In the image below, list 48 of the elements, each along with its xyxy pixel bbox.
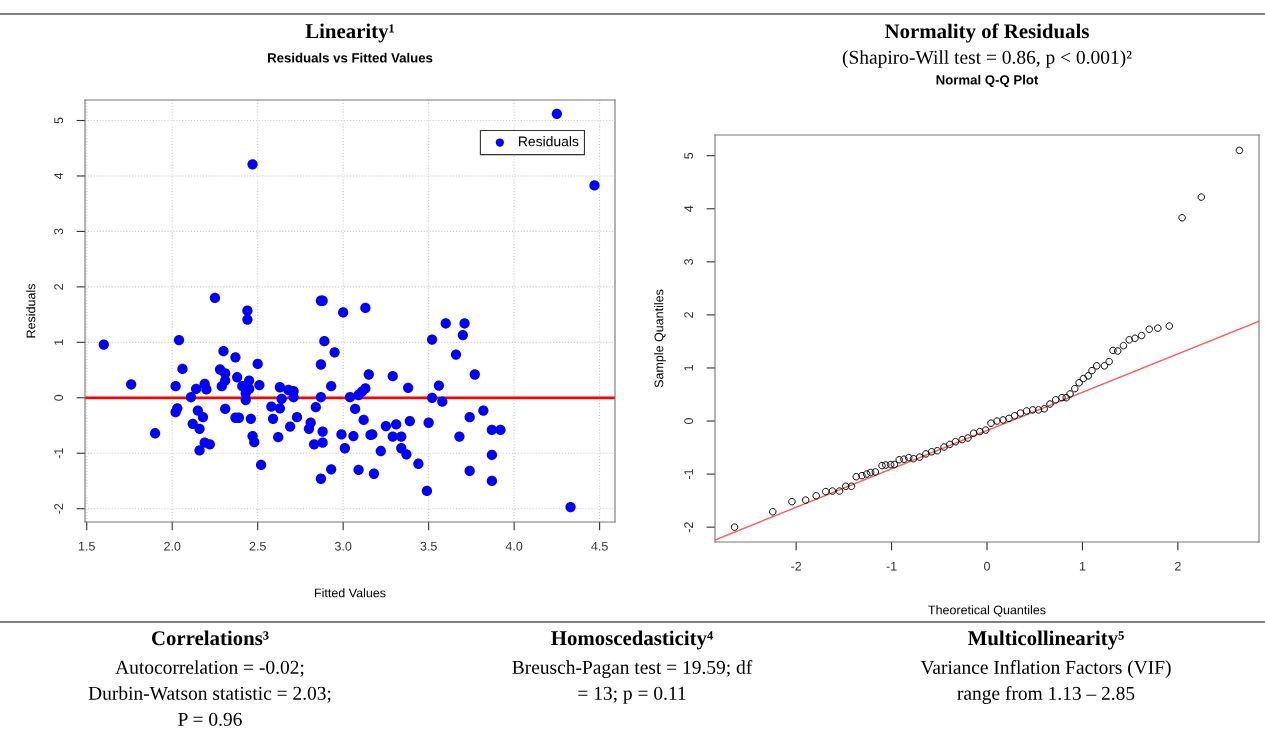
x-tick-label: 4.0 bbox=[505, 541, 523, 551]
y-tick-label: -2 bbox=[54, 503, 63, 514]
y-tick-label: 1 bbox=[54, 339, 63, 345]
y-tick-label: 0 bbox=[684, 418, 694, 424]
chart-title: Normality of Residuals bbox=[884, 23, 1089, 43]
y-axis-title: Sample Quantiles bbox=[654, 289, 666, 388]
y-tick-label: 2 bbox=[54, 284, 63, 290]
x-tick-label: 2.0 bbox=[164, 541, 181, 551]
x-tick-label: 2.5 bbox=[249, 541, 266, 551]
x-tick-label: 3.5 bbox=[420, 541, 437, 551]
x-tick-label: 1 bbox=[1079, 561, 1086, 571]
chart-subtitle: Residuals vs Fitted Values bbox=[268, 52, 433, 63]
y-tick-label: 5 bbox=[684, 152, 694, 159]
x-tick-label: -1 bbox=[886, 561, 897, 571]
text: Normal Q-Q Plot bbox=[936, 74, 1039, 88]
y-tick-label: 4 bbox=[684, 205, 693, 212]
x-axis-title: Theoretical Quantiles bbox=[928, 605, 1046, 617]
y-tick-label: 1 bbox=[684, 365, 693, 371]
x-tick-label: 2 bbox=[1175, 561, 1181, 571]
x-tick-label: 4.5 bbox=[591, 541, 608, 551]
text: Multicollinearity⁵ bbox=[968, 630, 1124, 650]
chart-subtitle: (Shapiro-Will test = 0.86, p < 0.001)² bbox=[842, 50, 1132, 68]
y-tick-label: 4 bbox=[54, 172, 63, 180]
text: range from 1.13 – 2.85 bbox=[957, 686, 1135, 704]
y-tick-label: -1 bbox=[684, 469, 693, 480]
legend-label: Residuals bbox=[519, 136, 579, 147]
text: Variance Inflation Factors (VIF) bbox=[920, 660, 1171, 678]
x-tick-label: 0 bbox=[984, 561, 990, 571]
text: Durbin-Watson statistic = 2.03; bbox=[88, 686, 331, 703]
y-tick-label: 0 bbox=[54, 394, 64, 401]
y-tick-label: 5 bbox=[54, 117, 64, 124]
text: P = 0.96 bbox=[178, 712, 242, 726]
y-tick-label: 3 bbox=[684, 258, 694, 265]
chart-title: Linearity¹ bbox=[305, 23, 394, 43]
y-tick-label: 2 bbox=[684, 312, 693, 318]
y-tick-label: 3 bbox=[54, 228, 64, 235]
text: Correlations³ bbox=[151, 630, 269, 646]
x-axis-title: Fitted Values bbox=[315, 588, 386, 598]
text: Homoscedasticity⁴ bbox=[551, 630, 714, 650]
text: Autocorrelation = -0.02; bbox=[115, 660, 304, 677]
text: Breusch-Pagan test = 19.59; df bbox=[512, 660, 753, 678]
x-tick-label: 1.5 bbox=[78, 541, 95, 551]
y-tick-label: -1 bbox=[54, 448, 63, 459]
y-axis-title: Residuals bbox=[26, 284, 36, 338]
text: = 13; p = 0.11 bbox=[578, 686, 686, 704]
x-tick-label: 3.0 bbox=[334, 541, 352, 551]
y-tick-label: -2 bbox=[684, 522, 693, 533]
x-tick-label: -2 bbox=[791, 561, 802, 571]
